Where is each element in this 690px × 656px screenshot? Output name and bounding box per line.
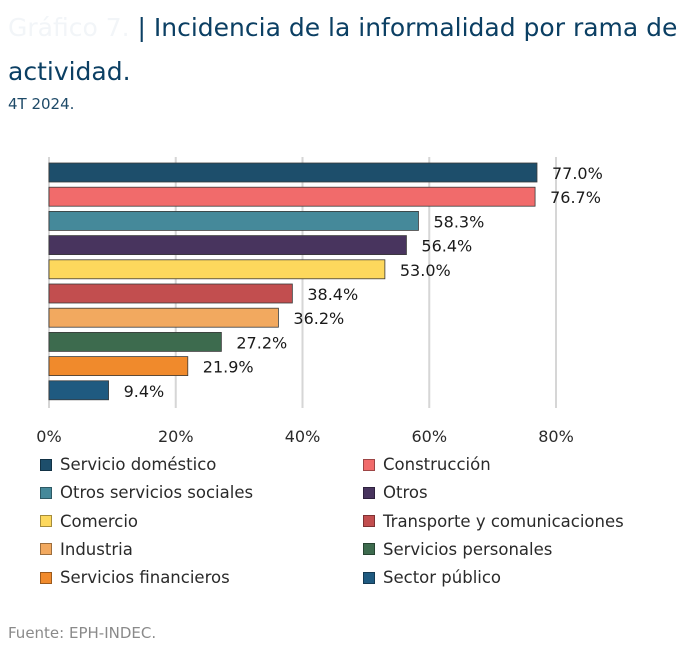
- legend-swatch: [40, 515, 52, 528]
- data-label: 53.0%: [400, 261, 451, 280]
- title-block: Gráfico 7. | Incidencia de la informalid…: [8, 6, 684, 94]
- data-label: 56.4%: [421, 237, 472, 256]
- bar-6: [48, 307, 279, 328]
- title-ghost-text: Gráfico 7.: [8, 13, 130, 42]
- legend-label: Servicio doméstico: [60, 455, 217, 474]
- data-label: 77.0%: [552, 164, 603, 183]
- legend-label: Otros servicios sociales: [60, 483, 254, 503]
- legend-swatch: [363, 486, 375, 499]
- legend-item: Industria: [40, 540, 133, 559]
- legend-swatch: [363, 515, 375, 528]
- x-tick-label: 60%: [411, 427, 447, 445]
- legend-item: Otros servicios sociales: [40, 483, 253, 502]
- legend-swatch: [40, 571, 52, 584]
- legend-swatch: [363, 543, 375, 556]
- bar-1: [48, 186, 536, 207]
- data-label: 76.7%: [550, 188, 601, 207]
- source-note: Fuente: EPH-INDEC.: [8, 624, 157, 642]
- legend-label: Servicios personales: [383, 539, 553, 559]
- legend-label: Sector público: [383, 568, 502, 588]
- bar-chart: 0% 20% 40% 60% 80% 77.0% 76.7% 58.3% 56.4% 53.0% 3…: [36, 157, 603, 445]
- legend-swatch: [40, 543, 52, 556]
- data-label: 36.2%: [293, 309, 344, 328]
- bar-9: [48, 380, 109, 401]
- legend-item: Sector público: [363, 568, 501, 587]
- title-text: | Incidencia de la informalidad por rama…: [8, 13, 678, 86]
- x-tick-label: 0%: [36, 427, 61, 445]
- legend-label: Servicios financieros: [60, 568, 230, 588]
- legend-swatch: [363, 458, 375, 471]
- legend-label: Construcción: [383, 455, 491, 474]
- bar-0: [48, 162, 538, 183]
- x-tick-label: 40%: [285, 427, 321, 445]
- bar-5: [48, 283, 293, 304]
- chart-subtitle: 4T 2024.: [8, 95, 75, 113]
- data-label: 21.9%: [203, 358, 254, 377]
- bar-2: [48, 211, 419, 231]
- legend-item: Transporte y comunicaciones: [363, 512, 624, 531]
- legend-label: Otros: [383, 483, 428, 503]
- legend-item: Servicios personales: [363, 540, 552, 559]
- x-tick-label: 80%: [538, 427, 574, 445]
- bar-7: [48, 331, 222, 352]
- chart-title: Gráfico 7. | Incidencia de la informalid…: [8, 6, 684, 94]
- bar-3: [48, 235, 407, 255]
- data-label: 58.3%: [433, 212, 484, 231]
- bar-4: [48, 259, 386, 280]
- data-label: 9.4%: [124, 382, 165, 401]
- legend-item: Servicios financieros: [40, 568, 230, 587]
- legend-swatch: [40, 486, 52, 499]
- legend-swatch: [363, 571, 375, 584]
- legend-item: Otros: [363, 483, 428, 502]
- legend-swatch: [40, 458, 52, 471]
- legend-label: Industria: [60, 539, 133, 559]
- data-label: 27.2%: [236, 333, 287, 352]
- legend-item: Construcción: [363, 455, 491, 474]
- bar-8: [48, 356, 189, 377]
- data-label: 38.4%: [307, 285, 358, 304]
- legend-item: Servicio doméstico: [40, 455, 216, 474]
- x-tick-label: 20%: [158, 427, 194, 445]
- legend-label: Transporte y comunicaciones: [383, 511, 624, 531]
- legend-label: Comercio: [60, 511, 139, 531]
- legend-item: Comercio: [40, 512, 138, 531]
